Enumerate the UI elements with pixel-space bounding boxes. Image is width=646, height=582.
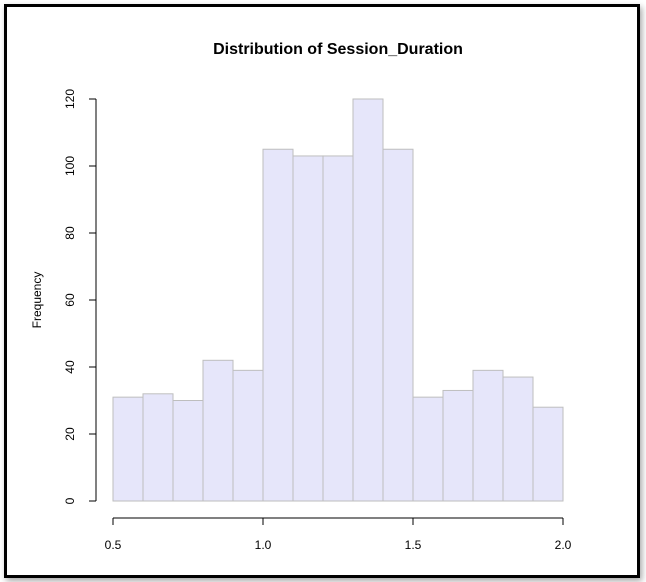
histogram-bar xyxy=(532,406,564,502)
histogram-bar xyxy=(442,389,474,502)
histogram-bar xyxy=(262,148,294,502)
x-tick-label: 2.0 xyxy=(555,538,572,552)
x-axis: 0.5 1.0 1.5 2.0 xyxy=(105,517,572,552)
histogram-bar xyxy=(352,98,384,502)
bars-group xyxy=(112,98,564,502)
x-tick-label: 1.5 xyxy=(405,538,422,552)
y-tick-label: 0 xyxy=(63,497,77,504)
y-axis-label: Frequency xyxy=(30,272,44,329)
histogram-bar xyxy=(142,393,174,502)
y-tick-label: 100 xyxy=(63,156,77,176)
histogram-bar xyxy=(412,396,444,502)
y-tick-label: 60 xyxy=(63,293,77,307)
histogram-bar xyxy=(292,155,324,502)
chart-title: Distribution of Session_Duration xyxy=(213,41,463,58)
histogram-bar xyxy=(502,376,534,502)
y-tick-label: 80 xyxy=(63,226,77,240)
y-tick-label: 40 xyxy=(63,360,77,374)
y-tick-label: 20 xyxy=(63,427,77,441)
y-axis: 0 20 40 60 80 100 120 xyxy=(63,89,97,504)
x-tick-label: 0.5 xyxy=(105,538,122,552)
histogram-bar xyxy=(112,396,144,502)
histogram-bar xyxy=(232,369,264,502)
histogram-bar xyxy=(472,369,504,502)
histogram-bar xyxy=(382,148,414,502)
histogram-bar xyxy=(322,155,354,502)
x-tick-label: 1.0 xyxy=(255,538,272,552)
y-tick-label: 120 xyxy=(63,89,77,109)
histogram-bar xyxy=(172,400,204,502)
histogram-bar xyxy=(202,359,234,502)
